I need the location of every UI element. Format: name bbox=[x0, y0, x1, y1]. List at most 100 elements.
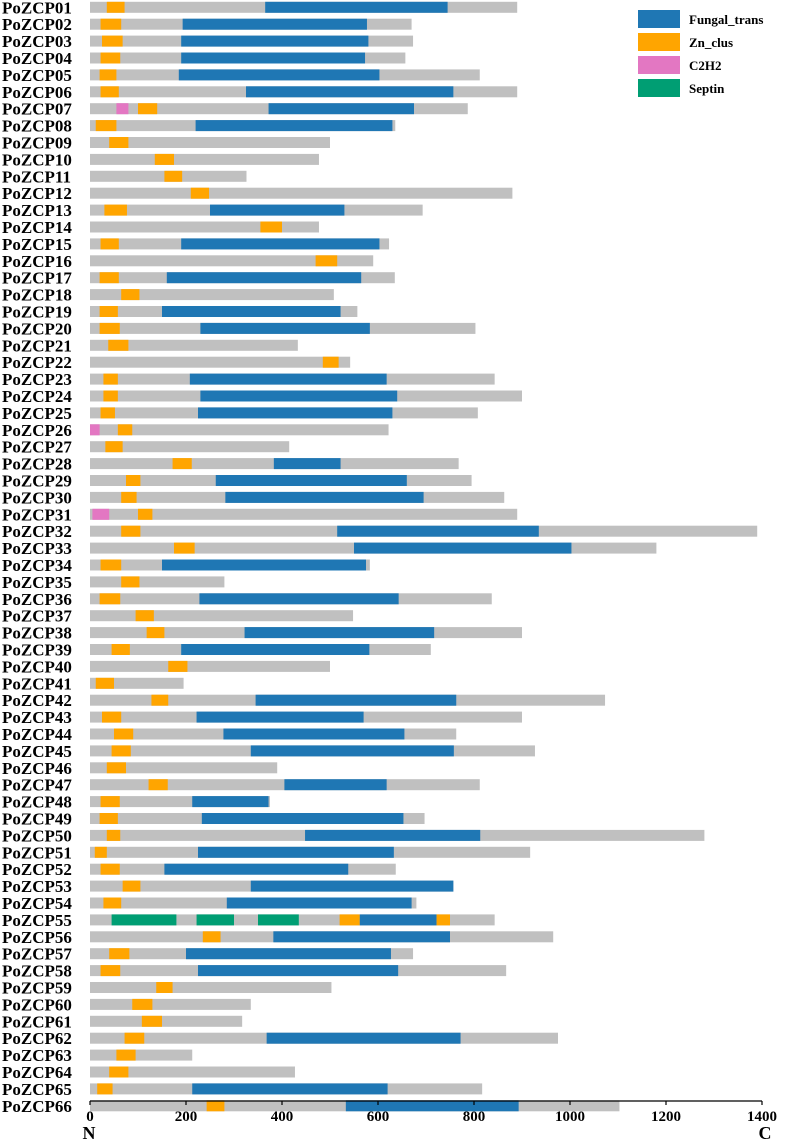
protein-label: PoZCP36 bbox=[2, 590, 72, 609]
protein-row: PoZCP16 bbox=[2, 252, 374, 271]
domain-zn-clus bbox=[122, 880, 141, 892]
protein-backbone bbox=[90, 576, 225, 588]
domain-fungal-trans bbox=[192, 1083, 388, 1095]
protein-row: PoZCP37 bbox=[2, 607, 354, 626]
protein-row: PoZCP25 bbox=[2, 404, 478, 423]
domain-fungal-trans bbox=[198, 846, 394, 858]
domain-fungal-trans bbox=[200, 322, 370, 334]
domain-fungal-trans bbox=[246, 86, 454, 98]
protein-backbone bbox=[90, 221, 319, 233]
domain-zn-clus bbox=[104, 204, 127, 216]
domain-zn-clus bbox=[436, 914, 450, 926]
x-tick-label: 600 bbox=[367, 1109, 390, 1125]
domain-fungal-trans bbox=[284, 779, 387, 791]
protein-label: PoZCP27 bbox=[2, 438, 72, 457]
protein-backbone bbox=[90, 677, 184, 689]
protein-row: PoZCP26 bbox=[2, 421, 389, 440]
domain-zn-clus bbox=[111, 644, 130, 655]
domain-fungal-trans bbox=[305, 829, 481, 841]
protein-label: PoZCP28 bbox=[2, 455, 72, 474]
domain-c2h2 bbox=[90, 424, 100, 436]
domain-zn-clus bbox=[206, 1100, 225, 1112]
domain-septin bbox=[258, 914, 299, 926]
protein-label: PoZCP34 bbox=[2, 556, 72, 575]
domain-fungal-trans bbox=[265, 1, 448, 13]
domain-zn-clus bbox=[100, 18, 122, 30]
protein-row: PoZCP60 bbox=[2, 995, 251, 1014]
domain-zn-clus bbox=[135, 610, 154, 622]
domain-fungal-trans bbox=[196, 711, 364, 723]
protein-label: PoZCP38 bbox=[2, 624, 72, 643]
protein-row: PoZCP01 bbox=[2, 0, 518, 17]
protein-row: PoZCP55 bbox=[2, 911, 495, 930]
domain-zn-clus bbox=[260, 221, 282, 233]
protein-row: PoZCP19 bbox=[2, 303, 358, 322]
x-tick-label: 1000 bbox=[555, 1109, 585, 1125]
protein-label: PoZCP13 bbox=[2, 201, 72, 220]
protein-row: PoZCP13 bbox=[2, 201, 423, 220]
domain-zn-clus bbox=[99, 306, 118, 317]
protein-label: PoZCP48 bbox=[2, 793, 72, 812]
domain-zn-clus bbox=[100, 559, 122, 571]
domain-zn-clus bbox=[106, 829, 121, 841]
domain-zn-clus bbox=[99, 813, 118, 824]
domain-zn-clus bbox=[141, 1015, 162, 1027]
domain-fungal-trans bbox=[199, 593, 399, 605]
domain-zn-clus bbox=[99, 272, 119, 284]
protein-row: PoZCP35 bbox=[2, 573, 225, 592]
domain-zn-clus bbox=[100, 238, 119, 250]
protein-row: PoZCP09 bbox=[2, 134, 330, 153]
protein-row: PoZCP50 bbox=[2, 826, 705, 845]
protein-label: PoZCP14 bbox=[2, 218, 72, 237]
protein-row: PoZCP03 bbox=[2, 32, 414, 51]
protein-backbone bbox=[90, 153, 319, 165]
protein-label: PoZCP22 bbox=[2, 353, 72, 372]
protein-label: PoZCP52 bbox=[2, 860, 72, 879]
domain-fungal-trans bbox=[226, 897, 412, 909]
protein-row: PoZCP04 bbox=[2, 49, 406, 68]
domain-fungal-trans bbox=[345, 1100, 519, 1112]
protein-row: PoZCP24 bbox=[2, 387, 522, 406]
domain-fungal-trans bbox=[182, 18, 367, 30]
protein-label: PoZCP21 bbox=[2, 336, 72, 355]
domain-zn-clus bbox=[102, 35, 123, 47]
domain-zn-clus bbox=[94, 846, 107, 858]
domain-fungal-trans bbox=[200, 390, 398, 402]
domain-zn-clus bbox=[121, 525, 141, 537]
protein-label: PoZCP37 bbox=[2, 607, 72, 626]
domain-zn-clus bbox=[100, 796, 120, 808]
protein-label: PoZCP25 bbox=[2, 404, 72, 423]
protein-row: PoZCP42 bbox=[2, 691, 606, 710]
protein-row: PoZCP52 bbox=[2, 860, 396, 879]
protein-label: PoZCP07 bbox=[2, 100, 72, 119]
domain-zn-clus bbox=[121, 491, 137, 503]
legend-swatch bbox=[638, 10, 680, 28]
domain-zn-clus bbox=[156, 982, 173, 993]
domain-fungal-trans bbox=[186, 948, 391, 960]
protein-row: PoZCP28 bbox=[2, 455, 459, 474]
domain-fungal-trans bbox=[210, 204, 345, 216]
domain-zn-clus bbox=[339, 914, 360, 926]
domain-fungal-trans bbox=[359, 914, 437, 926]
protein-label: PoZCP04 bbox=[2, 49, 72, 68]
protein-label: PoZCP44 bbox=[2, 725, 72, 744]
protein-label: PoZCP42 bbox=[2, 691, 72, 710]
protein-backbone bbox=[90, 255, 374, 267]
protein-label: PoZCP23 bbox=[2, 370, 72, 389]
domain-c2h2 bbox=[116, 103, 129, 115]
domain-zn-clus bbox=[106, 1, 125, 13]
protein-backbone bbox=[90, 137, 330, 148]
protein-row: PoZCP12 bbox=[2, 184, 513, 203]
protein-label: PoZCP65 bbox=[2, 1080, 72, 1099]
domain-fungal-trans bbox=[181, 52, 366, 64]
protein-row: PoZCP32 bbox=[2, 522, 758, 541]
legend-item: Fungal_trans bbox=[638, 10, 763, 28]
protein-label: PoZCP16 bbox=[2, 252, 72, 271]
protein-row: PoZCP10 bbox=[2, 150, 319, 169]
legend-item: Zn_clus bbox=[638, 33, 733, 51]
protein-label: PoZCP24 bbox=[2, 387, 72, 406]
domain-fungal-trans bbox=[244, 627, 435, 639]
domain-zn-clus bbox=[100, 863, 120, 875]
domain-fungal-trans bbox=[166, 272, 362, 284]
